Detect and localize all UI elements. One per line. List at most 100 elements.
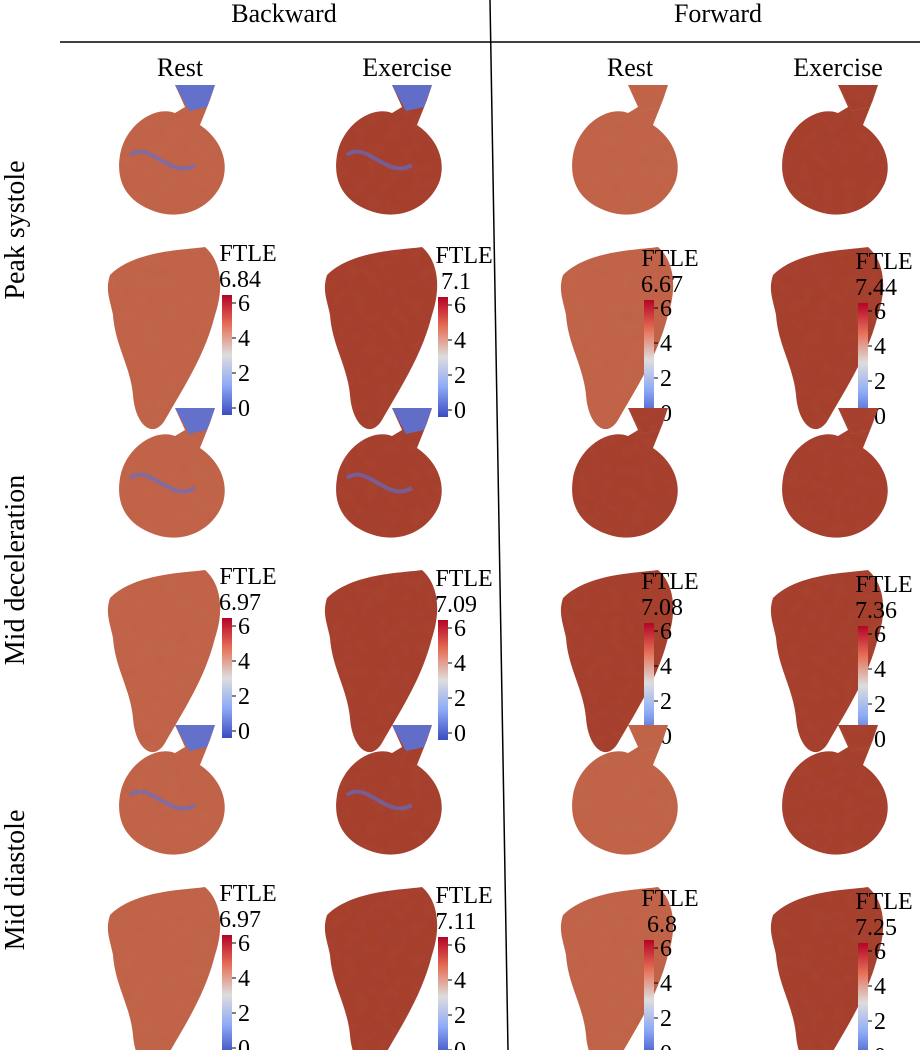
colorbar-tick-label: 6 [238, 291, 250, 317]
colorbar-tick-label: 0 [874, 727, 886, 753]
atrium-ftle-field [336, 85, 442, 215]
colorbar [858, 943, 868, 1050]
colorbar-tick-label: 6 [238, 931, 250, 957]
colorbar-tick-label: 6 [660, 296, 672, 322]
colorbar-tick-label: 0 [238, 719, 250, 745]
colorbar-title: FTLE [855, 249, 912, 275]
colorbar-tick-label: 6 [660, 936, 672, 962]
row-label-mid-deceleration: Mid deceleration [0, 475, 31, 665]
atrium-ftle-field [119, 725, 225, 855]
colorbar-tick-label: 0 [238, 396, 250, 422]
ftle-ridge [128, 472, 197, 494]
colorbar [438, 297, 448, 417]
colorbar-max-value: 6.67 [641, 272, 683, 298]
ventricle-ftle-field [560, 247, 674, 430]
atrium-ftle-field [336, 725, 442, 855]
colorbar-title: FTLE [641, 569, 698, 595]
colorbar-tick-label: 2 [454, 686, 466, 712]
colorbar-title: FTLE [219, 241, 276, 267]
colorbar-tick-label: 2 [660, 1006, 672, 1032]
colorbar-max-value: 7.08 [641, 595, 683, 621]
colorbar-tick-label: 2 [454, 363, 466, 389]
colorbar-title: FTLE [641, 886, 698, 912]
ventricle-ftle-field [107, 887, 221, 1050]
colorbar-tick-label: 6 [874, 939, 886, 965]
colorbar [222, 618, 232, 738]
colorbar-max-value: 6.8 [647, 912, 677, 938]
colorbar-tick-label: 4 [454, 651, 466, 677]
colorbar-title: FTLE [435, 243, 492, 269]
colorbar-tick-label: 0 [874, 404, 886, 430]
colorbar-tick-label: 4 [660, 971, 672, 997]
outflow-neck [628, 725, 668, 751]
ftle-ridge [345, 149, 414, 171]
atrium-ftle-field [119, 85, 225, 215]
vertical-divider [489, 0, 509, 1050]
colorbar [438, 620, 448, 740]
ventricle-ftle-field [107, 247, 221, 430]
ventricle-ftle-field [770, 887, 884, 1050]
colorbar-tick-label: 4 [660, 331, 672, 357]
colorbar-tick-label: 2 [238, 1001, 250, 1027]
atrium-ftle-field [572, 85, 678, 215]
ventricle-ftle-field [560, 570, 674, 753]
figure-header: Backward Forward Rest Exercise Rest Exer… [60, 0, 920, 1050]
inflow-jet-region [392, 408, 432, 434]
colorbar [644, 300, 654, 420]
colorbar-tick-label: 4 [238, 966, 250, 992]
colorbar-tick-label: 6 [454, 616, 466, 642]
colorbar-tick-label: 4 [238, 326, 250, 352]
group-title-forward: Forward [674, 0, 762, 28]
colorbar-tick-label: 0 [874, 1044, 886, 1050]
outflow-neck [628, 85, 668, 111]
colorbar [222, 295, 232, 415]
atrium-ftle-field [782, 408, 888, 538]
ftle-ridge [345, 789, 414, 811]
colorbar [438, 937, 448, 1050]
ventricle-ftle-field [770, 247, 884, 430]
colorbar-max-value: 6.84 [219, 267, 261, 293]
outflow-neck [628, 408, 668, 434]
inflow-jet-region [392, 85, 432, 111]
column-label-backward-exercise: Exercise [362, 53, 452, 82]
colorbar-title: FTLE [219, 881, 276, 907]
colorbar-title: FTLE [435, 883, 492, 909]
colorbar-tick-label: 4 [238, 649, 250, 675]
colorbar-tick-label: 2 [454, 1003, 466, 1029]
colorbar-tick-label: 4 [660, 654, 672, 680]
inflow-jet-region [392, 725, 432, 751]
colorbar-tick-label: 0 [238, 1036, 250, 1050]
colorbar-tick-label: 4 [454, 968, 466, 994]
column-label-backward-rest: Rest [157, 53, 204, 82]
colorbar-title: FTLE [641, 246, 698, 272]
colorbar-tick-label: 6 [874, 622, 886, 648]
ventricle-ftle-field [324, 887, 438, 1050]
colorbar-tick-label: 6 [238, 614, 250, 640]
outflow-neck [838, 725, 878, 751]
colorbar-tick-label: 2 [874, 692, 886, 718]
colorbar-max-value: 6.97 [219, 907, 261, 933]
panel-grid: FTLE6.846420FTLE7.16420FTLE6.676420FTLE7… [107, 85, 913, 1050]
atrium-ftle-field [336, 408, 442, 538]
colorbar-max-value: 7.36 [855, 598, 897, 624]
atrium-ftle-field [782, 725, 888, 855]
colorbar-tick-label: 6 [454, 293, 466, 319]
row-labels: Peak systole Mid deceleration Mid diasto… [0, 160, 31, 950]
colorbar-tick-label: 4 [454, 328, 466, 354]
colorbar-tick-label: 0 [454, 721, 466, 747]
ventricle-ftle-field [324, 247, 438, 430]
colorbar-title: FTLE [855, 572, 912, 598]
outflow-neck [838, 85, 878, 111]
ventricle-ftle-field [770, 570, 884, 753]
